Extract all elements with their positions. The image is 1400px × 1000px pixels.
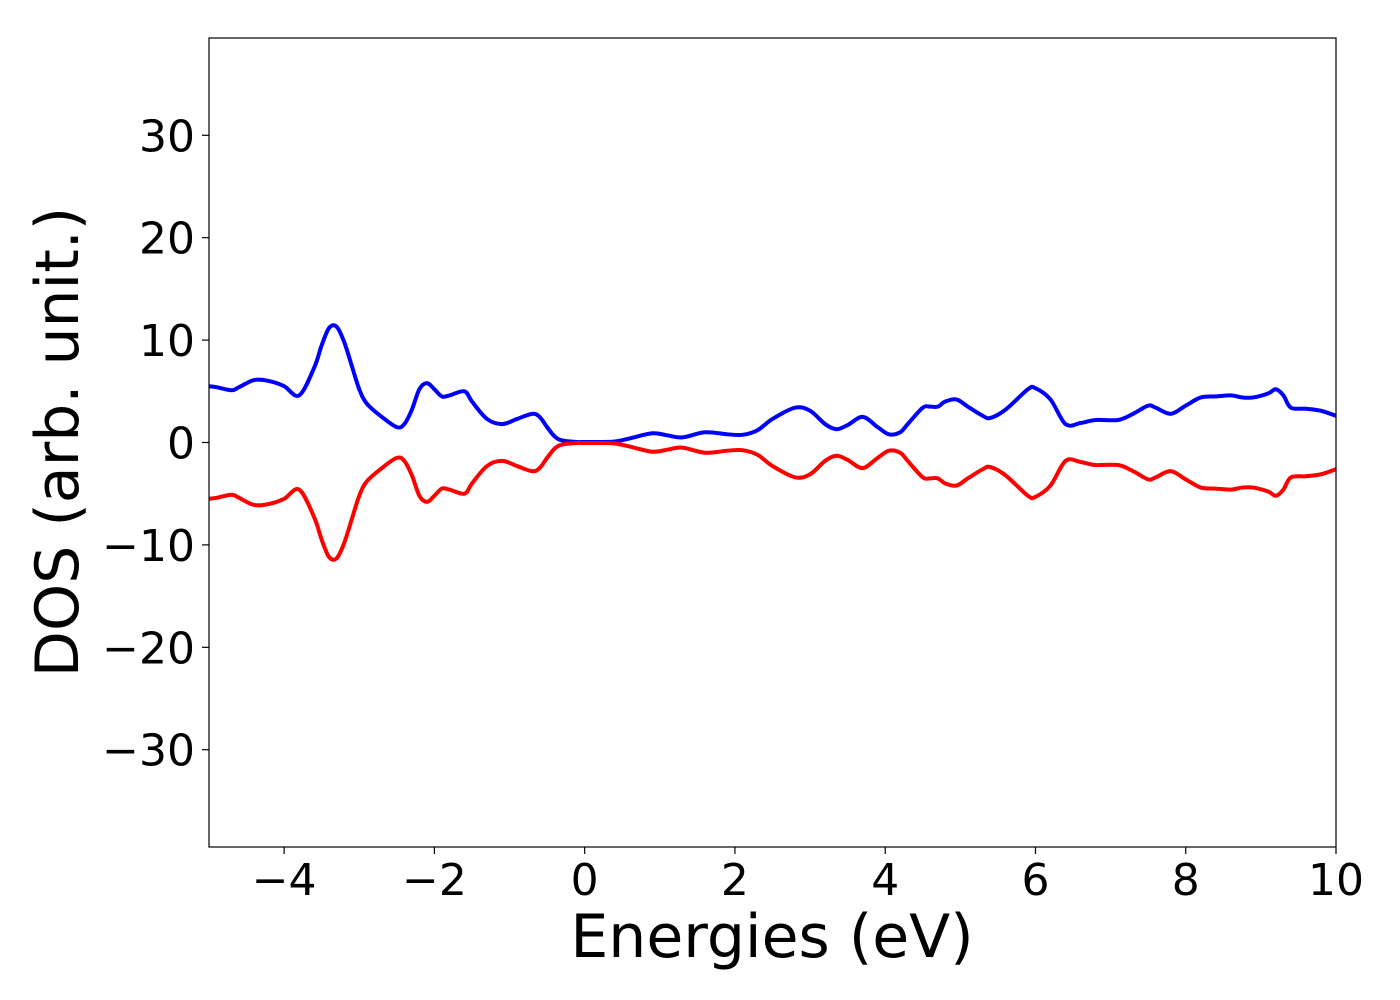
x-tick-label: 4 — [871, 855, 899, 906]
x-tick-label: 0 — [571, 855, 599, 906]
y-axis-ticks: 30 20 10 0 −10 −20 −30 — [102, 111, 209, 777]
y-axis-title: DOS (arb. unit.) — [23, 207, 93, 677]
plot-background — [209, 38, 1336, 847]
y-tick-label: 20 — [139, 214, 195, 265]
x-tick-label: 2 — [721, 855, 749, 906]
dos-line-negative — [209, 440, 1336, 562]
x-axis-title: Energies (eV) — [570, 902, 973, 972]
x-tick-label: −4 — [252, 855, 317, 906]
y-tick-label: 10 — [139, 316, 195, 367]
x-axis-ticks: −4 −2 0 2 4 6 8 10 — [252, 847, 1364, 906]
y-tick-label: −10 — [102, 521, 195, 572]
y-tick-label: 30 — [139, 111, 195, 162]
y-tick-label: −30 — [102, 726, 195, 777]
x-tick-label: 10 — [1308, 855, 1364, 906]
y-tick-label: 0 — [167, 419, 195, 470]
x-tick-label: −2 — [402, 855, 467, 906]
x-tick-label: 8 — [1172, 855, 1200, 906]
x-tick-label: 6 — [1021, 855, 1049, 906]
series-layer — [209, 323, 1336, 562]
y-tick-label: −20 — [102, 623, 195, 674]
dos-line-positive — [209, 323, 1336, 445]
